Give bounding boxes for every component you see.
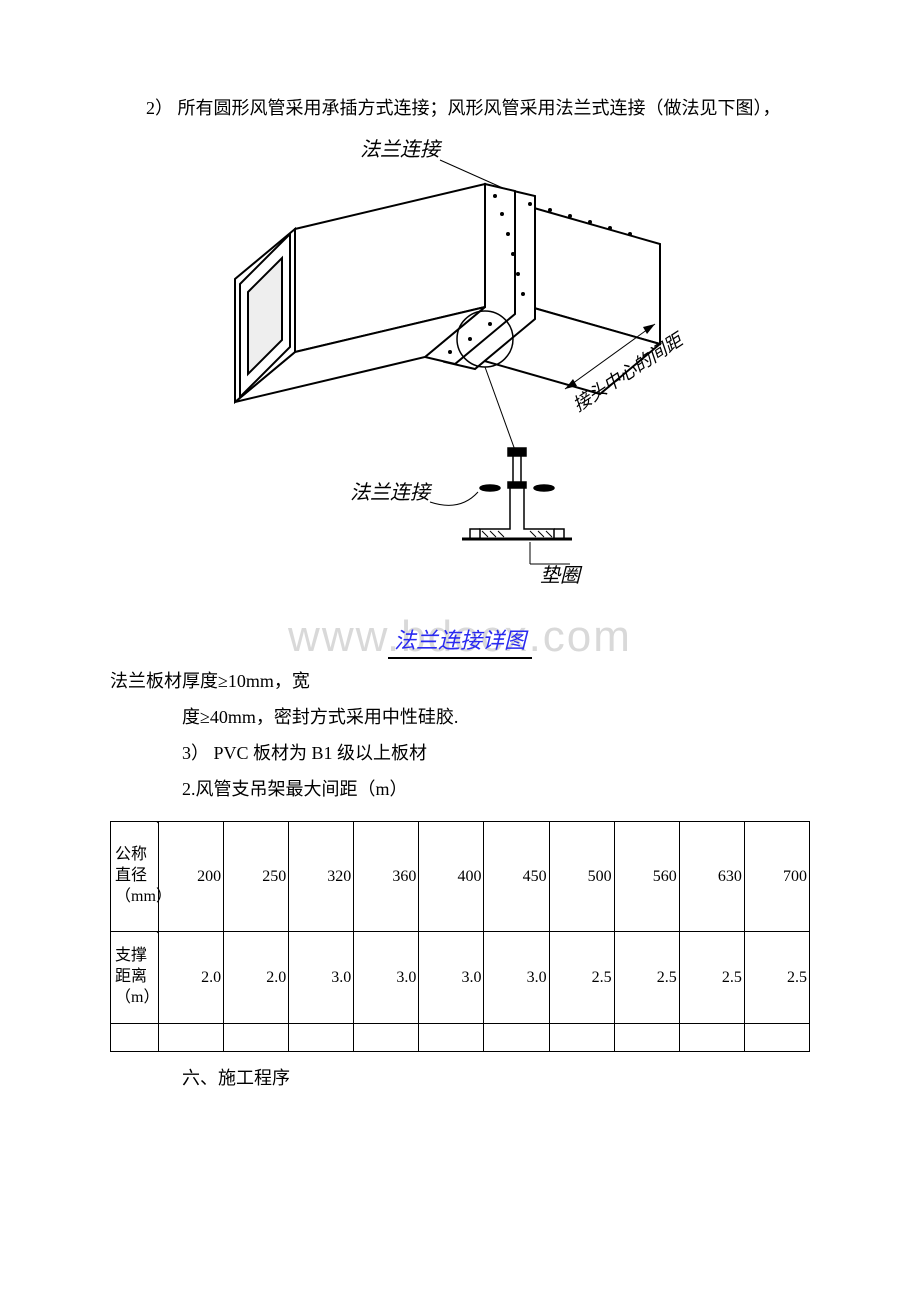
cell-dia-3: 360 xyxy=(354,822,419,932)
paragraph-4: 2.风管支吊架最大间距（m） xyxy=(110,771,810,807)
cell-dia-0: 200 xyxy=(159,822,224,932)
table-row: 支撑距离（m） 2.0 2.0 3.0 3.0 3.0 3.0 2.5 2.5 … xyxy=(111,932,810,1024)
label-flange-bottom: 法兰连接 xyxy=(350,482,433,504)
flange-detail xyxy=(462,448,572,539)
span-table: 公称直径（mm） 200 250 320 360 400 450 500 560… xyxy=(110,821,810,1052)
cell-span-8: 2.5 xyxy=(679,932,744,1024)
row-label-diameter: 公称直径（mm） xyxy=(111,822,159,932)
flange-diagram: 法兰连接 xyxy=(110,134,810,659)
paragraph-3: 3） PVC 板材为 B1 级以上板材 xyxy=(110,735,810,771)
cell-dia-8: 630 xyxy=(679,822,744,932)
cell-span-1: 2.0 xyxy=(224,932,289,1024)
cell-span-9: 2.5 xyxy=(744,932,809,1024)
cell-dia-2: 320 xyxy=(289,822,354,932)
row-label-span: 支撑距离（m） xyxy=(111,932,159,1024)
paragraph-1: 2） 所有圆形风管采用承插方式连接；风形风管采用法兰式连接（做法见下图）， xyxy=(110,90,810,126)
flange-svg: 法兰连接 xyxy=(230,134,690,614)
cell-dia-5: 450 xyxy=(484,822,549,932)
table-row-empty xyxy=(111,1024,810,1052)
label-flange-top: 法兰连接 xyxy=(360,139,443,161)
label-gasket: 垫圈 xyxy=(540,565,583,587)
cell-span-2: 3.0 xyxy=(289,932,354,1024)
paragraph-5: 六、施工程序 xyxy=(110,1060,810,1096)
duct-iso xyxy=(235,184,660,402)
cell-dia-1: 250 xyxy=(224,822,289,932)
cell-dia-6: 500 xyxy=(549,822,614,932)
cell-dia-7: 560 xyxy=(614,822,679,932)
table-row: 公称直径（mm） 200 250 320 360 400 450 500 560… xyxy=(111,822,810,932)
paragraph-2b: 度≥40mm，密封方式采用中性硅胶. xyxy=(110,699,810,735)
cell-dia-9: 700 xyxy=(744,822,809,932)
cell-span-5: 3.0 xyxy=(484,932,549,1024)
cell-span-4: 3.0 xyxy=(419,932,484,1024)
cell-span-6: 2.5 xyxy=(549,932,614,1024)
paragraph-2a: 法兰板材厚度≥10mm，宽 xyxy=(110,663,810,699)
cell-span-7: 2.5 xyxy=(614,932,679,1024)
cell-span-3: 3.0 xyxy=(354,932,419,1024)
page-content: 2） 所有圆形风管采用承插方式连接；风形风管采用法兰式连接（做法见下图）， 法兰… xyxy=(110,90,810,1096)
cell-dia-4: 400 xyxy=(419,822,484,932)
diagram-caption: 法兰连接详图 xyxy=(388,623,532,659)
cell-span-0: 2.0 xyxy=(159,932,224,1024)
